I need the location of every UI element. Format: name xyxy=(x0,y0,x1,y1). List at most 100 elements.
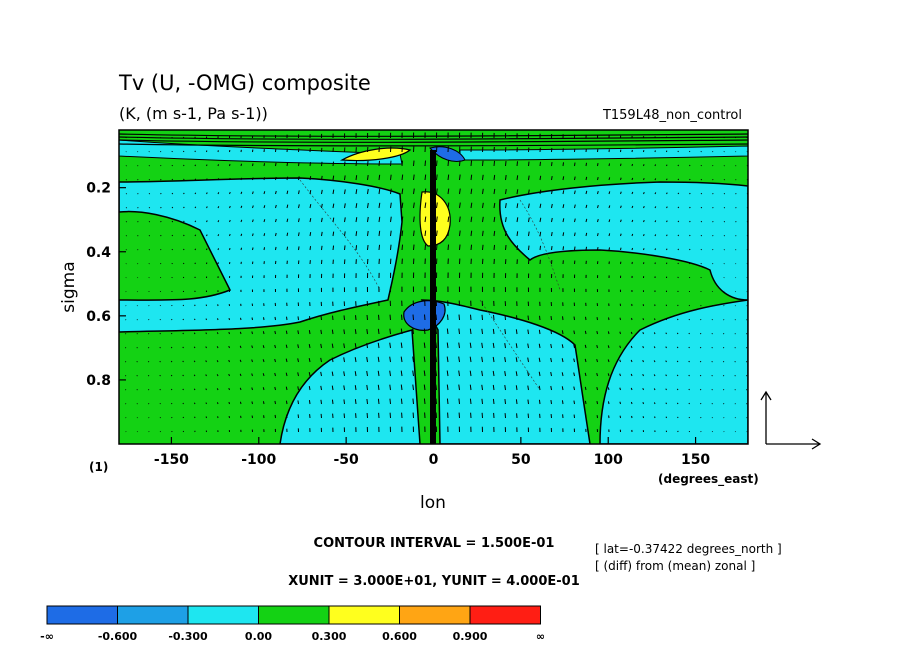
wind-vector xyxy=(482,230,484,237)
wind-vector xyxy=(608,247,611,251)
wind-vector xyxy=(309,204,312,209)
wind-vector xyxy=(275,246,277,251)
wind-vector xyxy=(551,203,553,209)
wind-vector xyxy=(355,203,358,209)
wind-vector xyxy=(619,331,621,335)
wind-vector xyxy=(424,230,427,237)
wind-vector xyxy=(274,386,276,391)
wind-vector xyxy=(125,403,127,405)
wind-vector xyxy=(689,178,691,181)
wind-vector xyxy=(447,202,450,209)
wind-vector xyxy=(147,346,150,349)
wind-vector xyxy=(539,175,542,181)
wind-vector xyxy=(159,332,161,335)
wind-vector xyxy=(481,370,483,377)
wind-vector xyxy=(194,248,196,251)
wind-vector xyxy=(263,191,266,195)
wind-vector xyxy=(435,328,437,335)
wind-vector xyxy=(516,161,519,167)
wind-vector xyxy=(124,375,127,377)
wind-vector xyxy=(550,343,552,349)
wind-vector xyxy=(504,385,506,391)
wind-vector xyxy=(136,333,138,335)
wind-vector xyxy=(584,358,587,363)
wind-vector xyxy=(136,375,138,377)
wind-vector xyxy=(505,189,507,195)
wind-vector xyxy=(424,202,427,209)
wind-vector xyxy=(206,248,208,251)
wind-vector xyxy=(355,217,358,223)
wind-vector xyxy=(746,389,748,391)
wind-vector xyxy=(298,218,300,223)
wind-vector xyxy=(378,202,381,209)
wind-vector xyxy=(377,370,380,377)
wind-vector xyxy=(458,384,460,391)
wind-vector xyxy=(125,249,127,251)
wind-vector xyxy=(700,234,703,237)
wind-vector xyxy=(343,385,345,391)
wind-vector xyxy=(711,332,713,335)
wind-vector xyxy=(194,206,197,209)
wind-vector xyxy=(539,217,542,223)
wind-vector xyxy=(665,374,667,377)
wind-vector xyxy=(539,161,542,167)
wind-vector xyxy=(159,346,161,349)
wind-vector xyxy=(528,175,530,181)
wind-vector xyxy=(216,332,219,335)
wind-vector xyxy=(137,165,139,167)
wind-vector xyxy=(309,218,312,223)
wind-vector xyxy=(482,188,484,195)
wind-vector xyxy=(436,216,438,223)
wind-vector xyxy=(666,206,668,209)
wind-vector xyxy=(320,371,322,377)
wind-vector xyxy=(700,192,703,195)
wind-vector xyxy=(597,177,599,181)
wind-vector xyxy=(597,247,599,251)
wind-vector xyxy=(665,360,667,363)
wind-vector xyxy=(366,398,368,405)
wind-vector xyxy=(344,203,346,209)
wind-vector xyxy=(367,174,369,181)
wind-vector xyxy=(573,372,575,377)
wind-vector xyxy=(124,347,127,349)
x-tick-label: -100 xyxy=(241,452,276,468)
wind-vector xyxy=(182,374,184,377)
wind-vector xyxy=(436,244,438,251)
colorbar-tick-label: -0.300 xyxy=(168,630,208,643)
wind-vector xyxy=(275,162,277,167)
wind-vector xyxy=(125,179,127,181)
wind-vector xyxy=(459,160,461,167)
wind-vector xyxy=(205,374,207,377)
wind-vector xyxy=(689,206,691,209)
wind-vector xyxy=(240,247,243,251)
wind-vector xyxy=(321,175,323,181)
wind-vector xyxy=(170,388,173,391)
wind-vector xyxy=(493,174,496,181)
wind-vector xyxy=(699,360,702,363)
wind-vector xyxy=(711,388,713,391)
wind-vector xyxy=(286,162,289,167)
wind-vector xyxy=(527,371,529,377)
wind-vector xyxy=(160,192,162,195)
wind-vector xyxy=(366,328,368,335)
wind-vector xyxy=(160,234,162,237)
wind-vector xyxy=(332,161,335,167)
wind-vector xyxy=(343,357,345,363)
wind-vector xyxy=(492,328,495,335)
wind-vector xyxy=(308,372,311,377)
wind-vector xyxy=(228,401,230,405)
wind-vector xyxy=(400,342,403,349)
wind-vector xyxy=(308,400,311,405)
wind-vector xyxy=(285,330,288,335)
wind-vector xyxy=(745,375,748,377)
vector-unit-text: XUNIT = 3.000E+01, YUNIT = 4.000E-01 xyxy=(288,574,580,589)
wind-vector xyxy=(735,221,737,223)
wind-vector xyxy=(538,371,541,377)
wind-vector xyxy=(654,164,657,167)
wind-vector xyxy=(746,333,748,335)
wind-vector xyxy=(297,400,299,405)
colorbar-swatch xyxy=(469,605,541,625)
wind-vector xyxy=(367,188,369,195)
wind-vector xyxy=(332,175,335,181)
wind-vector xyxy=(412,356,414,363)
